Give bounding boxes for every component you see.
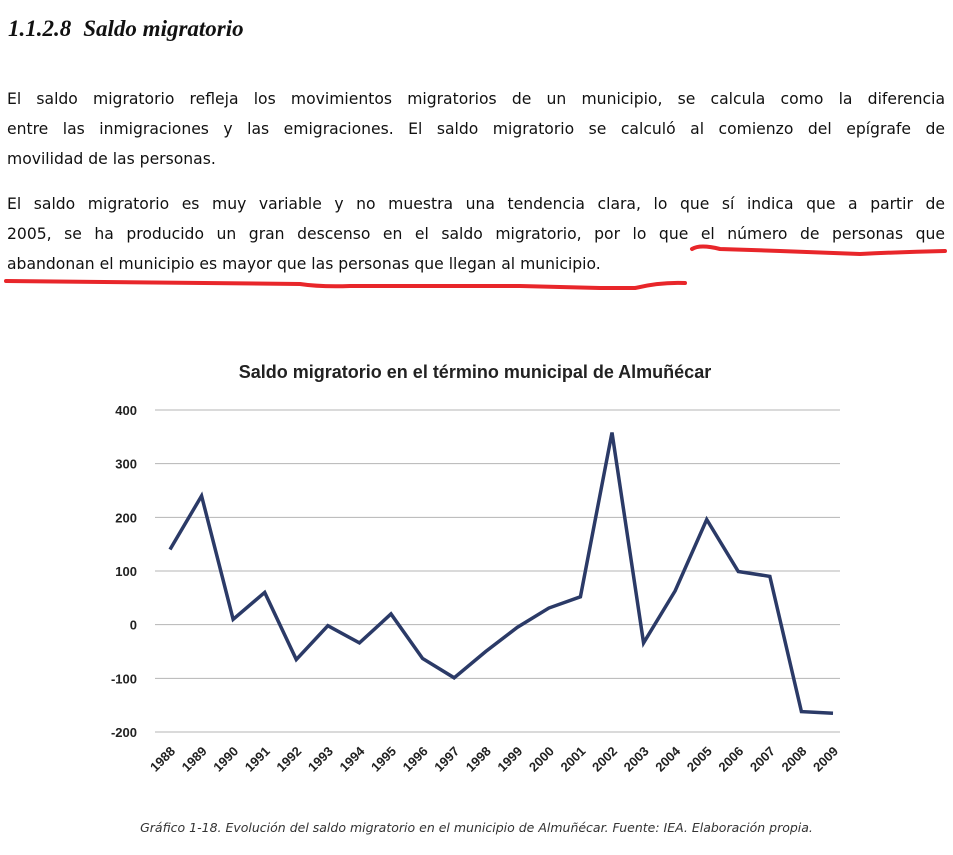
text-line: abandonan el municipio es mayor que las … [7, 255, 601, 273]
x-tick-label: 1993 [305, 744, 336, 775]
x-tick-label: 1996 [400, 744, 431, 775]
x-tick-label: 2000 [526, 744, 557, 775]
y-tick-label: -100 [111, 671, 137, 686]
y-axis-ticks: 400 300 200 100 0 -100 -200 [111, 403, 137, 740]
underline-stroke [4, 279, 687, 290]
x-tick-label: 2008 [778, 744, 809, 775]
y-tick-label: 200 [115, 510, 137, 525]
x-axis-ticks: 1988 1989 1990 1991 1992 1993 1994 1995 1996 1997… [147, 743, 841, 775]
x-tick-label: 1998 [463, 744, 494, 775]
series-line [168, 432, 834, 715]
x-tick-label: 1992 [273, 744, 304, 775]
x-tick-label: 1989 [179, 744, 210, 775]
x-tick-label: 1991 [242, 744, 273, 775]
x-tick-label: 1990 [210, 744, 241, 775]
x-tick-label: 2009 [810, 744, 841, 775]
gridlines [155, 409, 840, 733]
text-line: movilidad de las personas. [7, 150, 216, 168]
text-line: El saldo migratorio es muy variable y no… [7, 195, 945, 213]
line-chart: Saldo migratorio en el término municipal… [111, 362, 841, 775]
y-tick-label: 100 [115, 564, 137, 579]
x-tick-label: 1994 [336, 743, 368, 775]
figure-caption: Gráfico 1-18. Evolución del saldo migrat… [140, 820, 813, 835]
y-tick-label: 0 [130, 618, 137, 633]
text-line: 2005, se ha producido un gran descenso e… [7, 225, 945, 243]
x-tick-label: 1999 [494, 744, 525, 775]
x-tick-label: 2007 [747, 744, 778, 775]
x-tick-label: 2002 [589, 744, 620, 775]
x-tick-label: 2003 [621, 744, 652, 775]
paragraph-1: El saldo migratorio refleja los movimien… [7, 84, 945, 174]
x-tick-label: 1988 [147, 744, 178, 775]
text-line: entre las inmigraciones y las emigracion… [7, 120, 945, 138]
chart-title: Saldo migratorio en el término municipal… [239, 362, 711, 382]
x-tick-label: 2006 [715, 744, 746, 775]
y-tick-label: -200 [111, 725, 137, 740]
paragraph-2: El saldo migratorio es muy variable y no… [7, 189, 945, 279]
x-tick-label: 2001 [557, 744, 588, 775]
section-title: Saldo migratorio [83, 16, 244, 41]
section-heading: 1.1.2.8 Saldo migratorio [8, 16, 244, 42]
x-tick-label: 2005 [684, 744, 715, 775]
text-line: El saldo migratorio refleja los movimien… [7, 90, 945, 108]
x-tick-label: 1995 [368, 744, 399, 775]
x-tick-label: 1997 [431, 744, 462, 775]
y-tick-label: 400 [115, 403, 137, 418]
data-points [169, 432, 834, 714]
section-number: 1.1.2.8 [8, 16, 72, 41]
y-tick-label: 300 [115, 457, 137, 472]
x-tick-label: 2004 [652, 743, 684, 775]
